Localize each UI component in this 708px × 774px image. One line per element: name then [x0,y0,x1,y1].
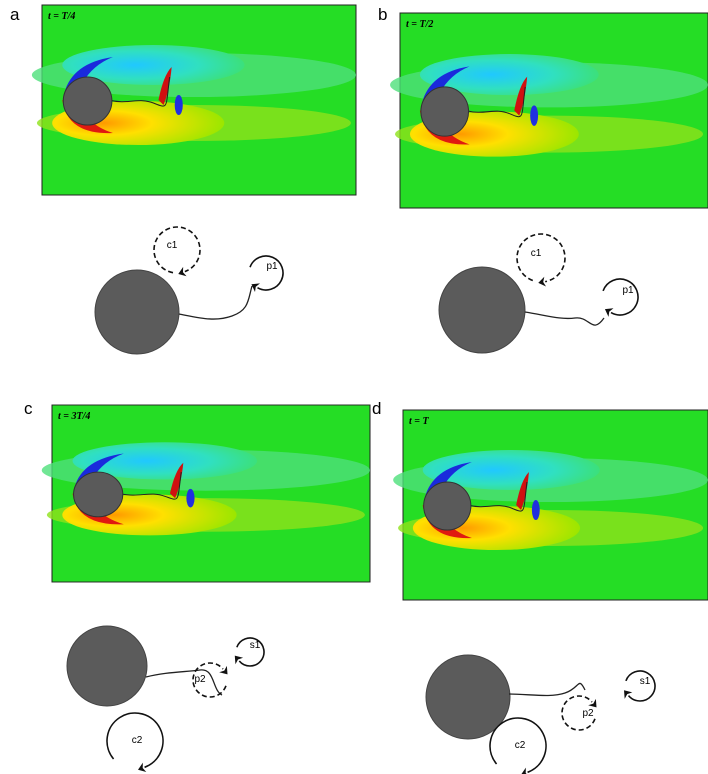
filament [525,312,604,325]
vortex-label: c1 [531,248,542,259]
panel-label: a [10,5,20,24]
arrow-head [538,277,546,287]
vortex-label: s1 [250,640,261,651]
filament [179,286,252,319]
time-label: t = T [409,416,429,427]
vortex-label: p1 [266,261,278,272]
figure: a t = T/4 c1 p1 b t = T/2 c1 p1 c t = 3T/4 s1 p2 c2 d… [0,0,708,774]
vortex-label: p2 [582,708,594,719]
contour-plot [393,410,708,600]
panel-label: c [24,399,33,418]
vortex-label: p1 [622,285,634,296]
contour-plot [42,405,370,582]
panel-label: b [378,5,387,24]
time-label: t = T/2 [406,19,433,30]
panel-label: d [372,399,381,418]
vortex-label: c2 [515,740,526,751]
vortex-label: p2 [194,674,206,685]
filament [509,683,585,695]
time-label: t = 3T/4 [58,411,90,422]
contour-plot [32,5,356,195]
cylinder [67,626,147,706]
arrow-head [521,768,529,774]
time-label: t = T/4 [48,11,75,22]
cylinder [439,267,525,353]
filament [146,670,222,695]
contour-plot [390,13,708,208]
vortex-label: s1 [640,676,651,687]
vortex-label: c1 [167,240,178,251]
cylinder [95,270,179,354]
vortex-label: c2 [132,735,143,746]
